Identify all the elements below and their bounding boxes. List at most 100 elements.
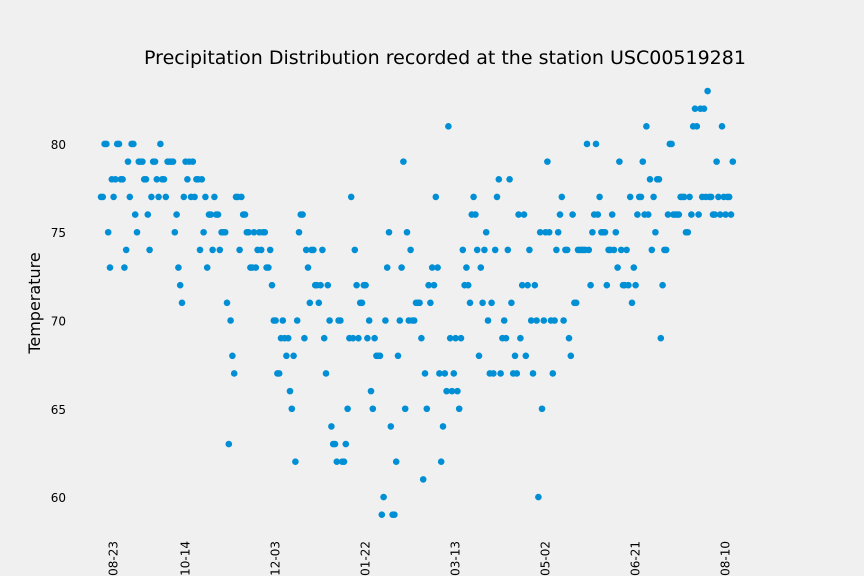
point — [326, 317, 333, 324]
point — [479, 299, 486, 307]
chart-title: Precipitation Distribution recorded at t… — [144, 47, 746, 69]
point — [245, 228, 252, 236]
point — [367, 387, 375, 395]
point — [592, 140, 600, 148]
point — [157, 140, 164, 148]
point — [473, 246, 481, 254]
point — [470, 193, 477, 201]
point — [722, 211, 729, 218]
point — [266, 246, 274, 254]
point — [342, 440, 350, 448]
point — [146, 246, 153, 254]
point — [419, 476, 427, 483]
point — [506, 175, 513, 183]
point — [425, 281, 432, 289]
point — [362, 281, 369, 289]
point — [427, 299, 434, 307]
point — [637, 193, 645, 201]
point — [484, 317, 492, 324]
point — [481, 246, 488, 254]
point — [632, 281, 639, 289]
point — [121, 264, 128, 271]
point — [626, 193, 634, 201]
x-tick-label: 08-10 — [719, 541, 733, 576]
point — [173, 211, 180, 218]
x-tick-label: 12-03 — [269, 541, 283, 576]
point — [241, 211, 249, 218]
point — [457, 334, 465, 342]
point — [614, 264, 621, 271]
point — [383, 264, 391, 271]
point — [725, 193, 733, 201]
point — [664, 211, 672, 218]
point — [265, 264, 272, 271]
point — [322, 370, 330, 377]
point — [310, 246, 317, 254]
point — [643, 123, 650, 130]
point — [275, 370, 283, 377]
point — [630, 264, 638, 271]
point — [391, 511, 398, 518]
point — [250, 228, 258, 236]
point — [400, 158, 407, 165]
y-tick-label: 80 — [51, 138, 66, 152]
point — [711, 211, 719, 218]
point — [655, 175, 663, 183]
point — [502, 334, 510, 342]
point — [452, 334, 459, 342]
point — [459, 246, 467, 254]
point — [230, 370, 238, 377]
point — [538, 405, 546, 413]
point — [531, 281, 539, 289]
point — [196, 246, 204, 254]
point — [713, 158, 720, 165]
point — [225, 440, 233, 448]
point — [454, 387, 461, 395]
point — [301, 334, 308, 342]
point — [279, 317, 287, 324]
point — [351, 246, 359, 254]
point — [376, 352, 384, 360]
point — [446, 334, 454, 342]
point — [403, 228, 411, 236]
point — [684, 228, 692, 236]
point — [292, 458, 299, 466]
point — [610, 246, 618, 254]
point — [333, 458, 341, 466]
point — [124, 158, 132, 165]
point — [553, 246, 560, 254]
point — [688, 211, 695, 218]
point — [407, 246, 414, 254]
point — [540, 317, 548, 324]
point — [103, 140, 110, 148]
point — [662, 246, 670, 254]
point — [191, 193, 198, 201]
point — [511, 352, 519, 360]
point — [450, 370, 458, 377]
point — [209, 246, 216, 254]
point — [464, 281, 472, 289]
point — [416, 299, 423, 307]
point — [482, 228, 490, 236]
point — [229, 352, 236, 360]
point — [524, 281, 531, 289]
point — [423, 405, 431, 413]
point — [418, 334, 425, 342]
point — [293, 317, 301, 324]
point — [625, 281, 632, 289]
point — [545, 228, 553, 236]
point — [371, 334, 378, 342]
point — [142, 175, 150, 183]
point — [119, 175, 126, 183]
point — [207, 211, 215, 218]
point — [358, 299, 366, 307]
point — [283, 352, 290, 360]
point — [646, 175, 654, 183]
y-tick-label: 65 — [51, 403, 66, 417]
point — [536, 228, 544, 236]
point — [493, 193, 501, 201]
point — [659, 281, 666, 289]
point — [563, 246, 571, 254]
point — [257, 246, 265, 254]
